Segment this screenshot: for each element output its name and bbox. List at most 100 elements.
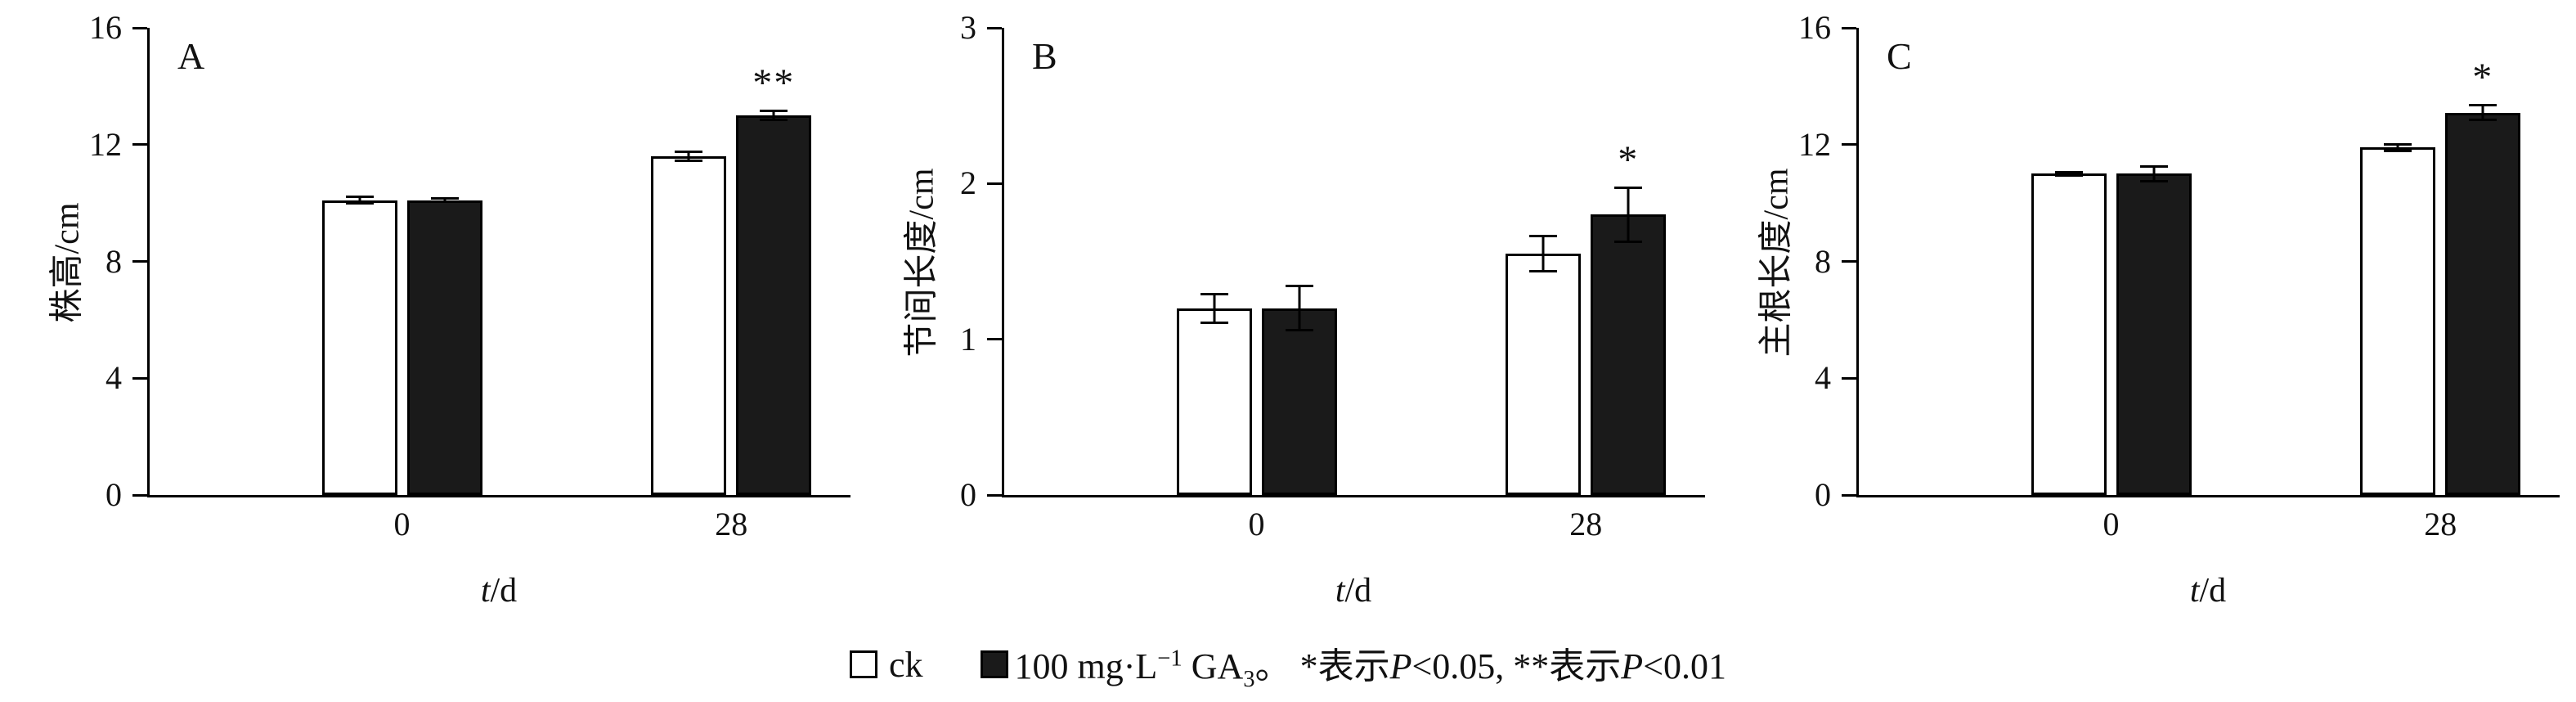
y-tick-label: 0	[1815, 476, 1831, 513]
bar-ck	[321, 200, 397, 495]
note-separator: 。	[1254, 646, 1300, 686]
x-category-label: 0	[1248, 506, 1265, 542]
bar-ck	[1506, 253, 1582, 495]
bar-ga3	[2445, 112, 2521, 495]
plot-area-b: B 0 1 2 3 0 28 *	[960, 11, 1705, 541]
y-tick-label: 12	[1798, 125, 1831, 163]
error-bar	[2469, 103, 2497, 122]
y-tick-label: 1	[960, 320, 976, 358]
y-tick-label: 8	[1815, 242, 1831, 280]
error-bar	[2139, 164, 2168, 183]
treatment-subscript: 3	[1243, 666, 1255, 692]
y-tick-label: 0	[105, 476, 122, 513]
treatment-exponent: −1	[1157, 646, 1183, 672]
y-axis-label-a: 株高/cm	[48, 202, 87, 323]
y-tick-label: 3	[960, 9, 976, 46]
treatment-prefix: 100 mg·L	[1014, 646, 1158, 686]
y-tick-label: 16	[89, 9, 122, 46]
y-tick-label: 0	[960, 476, 976, 513]
significance-marker: **	[752, 61, 796, 105]
treatment-label: 100 mg·L−1 GA3。 *表示P<0.05, **表示P<0.01	[1015, 637, 1727, 693]
y-tick-label: 16	[1798, 9, 1831, 46]
chart-panel-c: 主根长度/cm C 0 4 8 12 16 0 28 * t/d	[1726, 0, 2576, 702]
y-tick-label: 2	[960, 164, 976, 202]
y-tick-mark	[987, 26, 1002, 29]
x-axis-label-unit: /d	[2199, 572, 2227, 610]
y-tick-mark	[1842, 260, 1856, 263]
note-star: *表示	[1299, 646, 1390, 686]
treatment-mid: GA	[1182, 646, 1244, 686]
x-axis-label-variable: t	[1335, 572, 1345, 610]
panel-letter-c: C	[1887, 35, 1912, 77]
x-axis-label-unit: /d	[490, 572, 518, 610]
error-bar	[2384, 142, 2412, 152]
x-category-label: 0	[2103, 506, 2120, 542]
legend: ck 100 mg·L−1 GA3。 *表示P<0.05, **表示P<0.01	[0, 637, 2576, 693]
x-category-label: 28	[2424, 506, 2457, 542]
x-category-label: 28	[1569, 506, 1603, 542]
y-axis-label-b: 节间长度/cm	[903, 168, 941, 358]
y-tick-mark	[132, 376, 147, 380]
error-bar	[675, 150, 703, 163]
y-tick-mark	[132, 26, 147, 29]
x-axis-label-b: t/d	[1002, 571, 1705, 610]
y-tick-mark	[987, 338, 1002, 341]
plot-area-c: C 0 4 8 12 16 0 28 *	[1798, 11, 2560, 541]
y-tick-mark	[1842, 493, 1856, 497]
error-bar	[2054, 170, 2083, 177]
y-tick-mark	[987, 493, 1002, 497]
y-tick-label: 4	[105, 359, 122, 397]
error-bar	[1285, 285, 1313, 332]
note-mid: <0.05, **表示	[1411, 646, 1622, 686]
bar-ga3	[1591, 214, 1667, 495]
y-tick-mark	[132, 493, 147, 497]
y-tick-mark	[1842, 143, 1856, 146]
y-tick-label: 12	[89, 125, 122, 163]
significance-marker: *	[1618, 138, 1640, 182]
bar-ga3	[1261, 308, 1337, 495]
error-bar	[1529, 235, 1558, 272]
ga3-swatch-icon	[980, 650, 1008, 679]
error-bar	[1614, 187, 1643, 243]
error-bar	[760, 109, 788, 122]
ck-swatch-icon	[849, 650, 877, 679]
x-category-label: 28	[715, 506, 748, 542]
x-axis-label-variable: t	[2189, 572, 2200, 610]
panel-letter-b: B	[1032, 35, 1057, 77]
chart-panel-b: 节间长度/cm B 0 1 2 3 0 28 * t/d	[871, 0, 1721, 702]
note-p2: P	[1621, 646, 1644, 686]
note-end: <0.01	[1643, 646, 1727, 686]
y-tick-label: 8	[105, 242, 122, 280]
note-p1: P	[1389, 646, 1412, 686]
bar-ck	[651, 156, 727, 495]
panel-letter-a: A	[177, 35, 205, 77]
significance-marker: *	[2472, 55, 2494, 99]
y-tick-mark	[1842, 376, 1856, 380]
bar-ck	[1176, 308, 1252, 495]
bar-ga3	[736, 115, 812, 495]
y-tick-mark	[132, 143, 147, 146]
bar-ga3	[406, 200, 482, 495]
x-axis-label-a: t/d	[147, 571, 850, 610]
y-tick-label: 4	[1815, 359, 1831, 397]
bar-ck	[2031, 173, 2107, 495]
error-bar	[345, 196, 374, 205]
error-bar	[1200, 292, 1228, 324]
x-axis-label-c: t/d	[1856, 571, 2560, 610]
bar-ga3	[2116, 173, 2192, 495]
x-axis-label-unit: /d	[1344, 572, 1372, 610]
y-tick-mark	[1842, 26, 1856, 29]
error-bar	[430, 196, 459, 204]
y-axis-label-c: 主根长度/cm	[1757, 168, 1796, 358]
ck-label: ck	[888, 644, 923, 685]
plot-area-a: A 0 4 8 12 16 0 28 **	[89, 11, 850, 541]
y-tick-mark	[132, 260, 147, 263]
x-category-label: 0	[393, 506, 411, 542]
x-axis-label-variable: t	[480, 572, 491, 610]
legend-item-ck: ck	[849, 644, 923, 686]
chart-panel-a: 株高/cm A 0 4 8 12 16 0 28 ** t/d	[16, 0, 867, 702]
y-tick-mark	[987, 182, 1002, 185]
bar-ck	[2360, 147, 2436, 495]
legend-item-treatment: 100 mg·L−1 GA3。 *表示P<0.05, **表示P<0.01	[980, 637, 1727, 693]
